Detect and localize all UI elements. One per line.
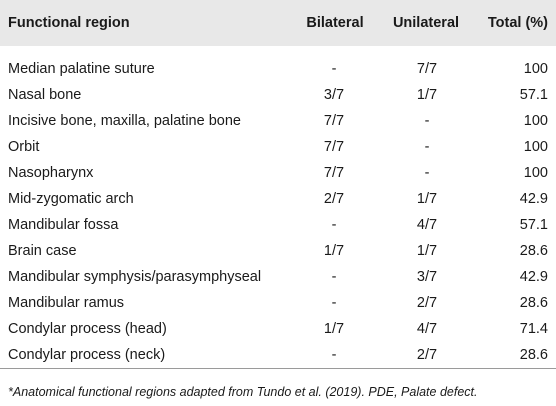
cell-bilateral: -	[331, 217, 337, 233]
cell-bilateral: 2/7	[323, 191, 345, 207]
cell-unilateral: 1/7	[416, 87, 438, 103]
cell-functional-region: Mandibular symphysis/parasymphyseal	[8, 269, 262, 285]
cell-unilateral: -	[424, 113, 430, 129]
table-row: Median palatine suture - 7/7 100	[0, 56, 556, 82]
table-row: Mandibular ramus - 2/7 28.6	[0, 290, 556, 316]
cell-bilateral: -	[331, 295, 337, 311]
cell-bilateral: -	[331, 347, 337, 363]
cell-bilateral: 1/7	[323, 243, 345, 259]
cell-unilateral: 4/7	[416, 217, 438, 233]
cell-functional-region: Brain case	[8, 243, 77, 259]
cell-total: 100	[523, 61, 548, 77]
cell-functional-region: Nasal bone	[8, 87, 82, 103]
data-table: Functional region Bilateral Unilateral T…	[0, 0, 556, 368]
table-row: Condylar process (neck) - 2/7 28.6	[0, 342, 556, 368]
cell-bilateral: 7/7	[323, 139, 345, 155]
table-row: Mandibular fossa - 4/7 57.1	[0, 212, 556, 238]
cell-total: 57.1	[519, 217, 548, 233]
cell-bilateral: -	[331, 269, 337, 285]
cell-unilateral: 2/7	[416, 295, 438, 311]
header-total: Total (%)	[487, 15, 548, 31]
cell-functional-region: Condylar process (neck)	[8, 347, 166, 363]
cell-total: 100	[523, 165, 548, 181]
cell-unilateral: 4/7	[416, 321, 438, 337]
table-footnote: *Anatomical functional regions adapted f…	[8, 385, 478, 399]
table-bottom-divider	[0, 368, 556, 369]
table-row: Condylar process (head) 1/7 4/7 71.4	[0, 316, 556, 342]
header-unilateral: Unilateral	[392, 15, 460, 31]
cell-unilateral: 2/7	[416, 347, 438, 363]
cell-total: 28.6	[519, 295, 548, 311]
cell-functional-region: Median palatine suture	[8, 61, 155, 77]
cell-bilateral: 7/7	[323, 165, 345, 181]
header-bilateral: Bilateral	[306, 15, 364, 31]
cell-total: 57.1	[519, 87, 548, 103]
cell-unilateral: 3/7	[416, 269, 438, 285]
header-functional-region: Functional region	[8, 15, 130, 31]
cell-total: 100	[523, 139, 548, 155]
cell-total: 100	[523, 113, 548, 129]
table-header-row: Functional region Bilateral Unilateral T…	[0, 0, 556, 46]
cell-functional-region: Nasopharynx	[8, 165, 94, 181]
table-row: Nasopharynx 7/7 - 100	[0, 160, 556, 186]
table-row: Mandibular symphysis/parasymphyseal - 3/7 4…	[0, 264, 556, 290]
cell-total: 71.4	[519, 321, 548, 337]
cell-unilateral: 1/7	[416, 243, 438, 259]
cell-unilateral: -	[424, 165, 430, 181]
cell-bilateral: 3/7	[323, 87, 345, 103]
cell-unilateral: 1/7	[416, 191, 438, 207]
cell-total: 28.6	[519, 347, 548, 363]
cell-functional-region: Mid-zygomatic arch	[8, 191, 134, 207]
cell-total: 28.6	[519, 243, 548, 259]
table-row: Brain case 1/7 1/7 28.6	[0, 238, 556, 264]
cell-bilateral: -	[331, 61, 337, 77]
cell-functional-region: Mandibular fossa	[8, 217, 119, 233]
cell-functional-region: Mandibular ramus	[8, 295, 125, 311]
table-body: Median palatine suture - 7/7 100 Nasal bone 3…	[0, 56, 556, 368]
cell-functional-region: Condylar process (head)	[8, 321, 167, 337]
cell-unilateral: -	[424, 139, 430, 155]
cell-bilateral: 7/7	[323, 113, 345, 129]
cell-bilateral: 1/7	[323, 321, 345, 337]
cell-unilateral: 7/7	[416, 61, 438, 77]
cell-total: 42.9	[519, 269, 548, 285]
table-row: Nasal bone 3/7 1/7 57.1	[0, 82, 556, 108]
table-row: Mid-zygomatic arch 2/7 1/7 42.9	[0, 186, 556, 212]
cell-functional-region: Orbit	[8, 139, 40, 155]
table-row: Incisive bone, maxilla, palatine bone 7/7…	[0, 108, 556, 134]
table-row: Orbit 7/7 - 100	[0, 134, 556, 160]
cell-functional-region: Incisive bone, maxilla, palatine bone	[8, 113, 241, 129]
cell-total: 42.9	[519, 191, 548, 207]
